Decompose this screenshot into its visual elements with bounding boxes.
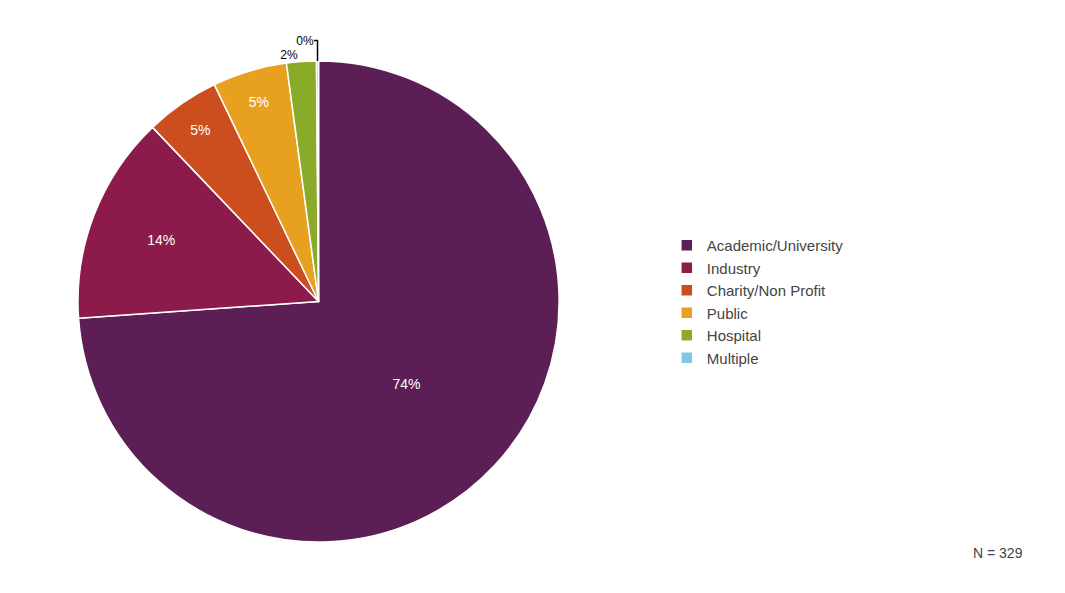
svg-text:5%: 5% [249,94,269,110]
svg-text:2%: 2% [280,48,298,62]
svg-text:Public: Public [707,305,748,322]
svg-text:Charity/Non Profit: Charity/Non Profit [707,282,826,299]
svg-text:14%: 14% [147,232,175,248]
svg-text:Multiple: Multiple [707,350,759,367]
svg-text:0%: 0% [296,34,314,48]
svg-text:N = 329: N = 329 [973,545,1023,561]
svg-text:Academic/University: Academic/University [707,237,843,254]
svg-text:5%: 5% [190,122,210,138]
svg-text:74%: 74% [392,376,420,392]
svg-text:Hospital: Hospital [707,327,761,344]
svg-text:Industry: Industry [707,260,761,277]
